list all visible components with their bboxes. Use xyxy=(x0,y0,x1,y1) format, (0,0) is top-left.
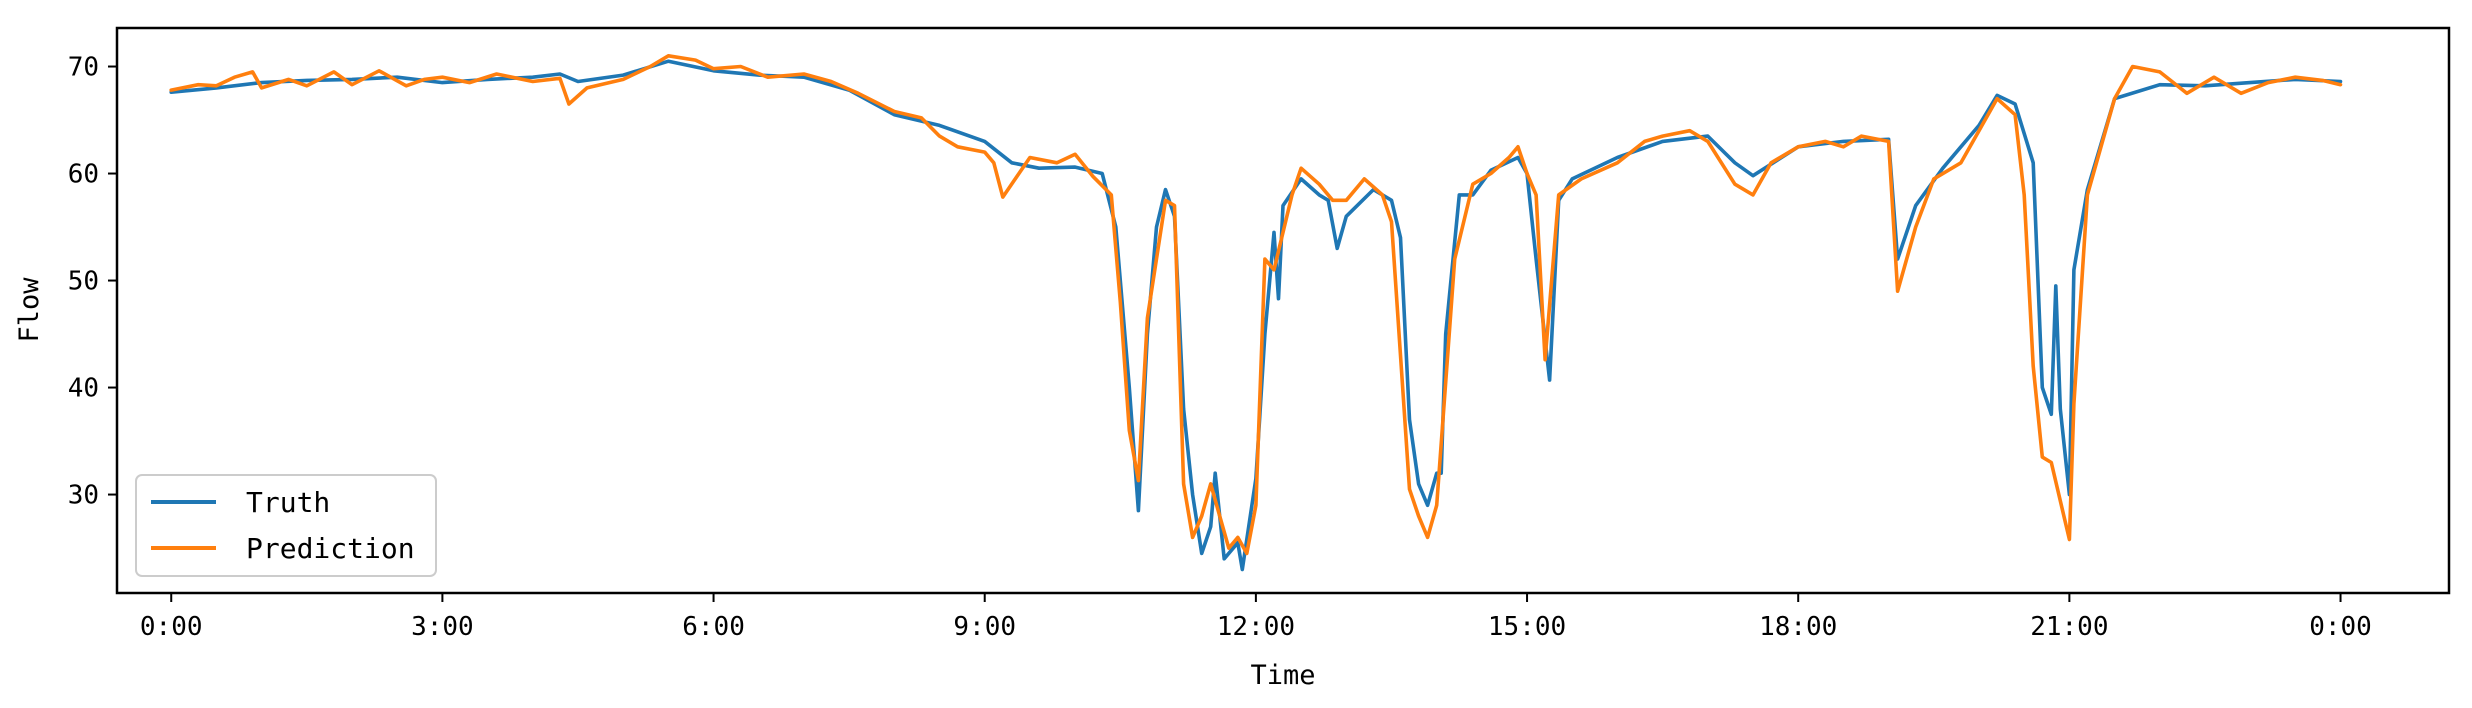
plot-frame xyxy=(115,26,2451,595)
legend-label-prediction: Prediction xyxy=(246,532,415,565)
y-tick-label: 60 xyxy=(68,160,99,190)
y-tick-label: 70 xyxy=(68,53,99,83)
series-layer xyxy=(169,54,2343,572)
x-tick-label: 12:00 xyxy=(1217,612,1295,642)
x-axis-label: Time xyxy=(1250,660,1315,691)
y-axis-label: Flow xyxy=(14,277,45,343)
series-line-prediction xyxy=(169,54,2343,556)
y-tick-label: 30 xyxy=(68,481,99,511)
x-tick-label: 0:00 xyxy=(140,612,203,642)
x-tick-label: 3:00 xyxy=(411,612,474,642)
x-tick-label: 15:00 xyxy=(1488,612,1566,642)
legend-label-truth: Truth xyxy=(246,486,330,519)
x-tick-label: 18:00 xyxy=(1759,612,1837,642)
y-axis: 30 40 50 60 70 xyxy=(68,53,117,511)
x-tick-label: 0:00 xyxy=(2309,612,2372,642)
x-tick-label: 6:00 xyxy=(682,612,745,642)
x-axis: 0:00 3:00 6:00 9:00 12:00 15:00 18:00 21:00 0:00 xyxy=(140,593,2372,642)
y-tick-label: 40 xyxy=(68,374,99,404)
x-tick-label: 9:00 xyxy=(953,612,1016,642)
y-tick-label: 50 xyxy=(68,267,99,297)
legend: Truth Prediction xyxy=(135,474,437,577)
x-tick-label: 21:00 xyxy=(2030,612,2108,642)
series-line-truth xyxy=(169,59,2343,572)
